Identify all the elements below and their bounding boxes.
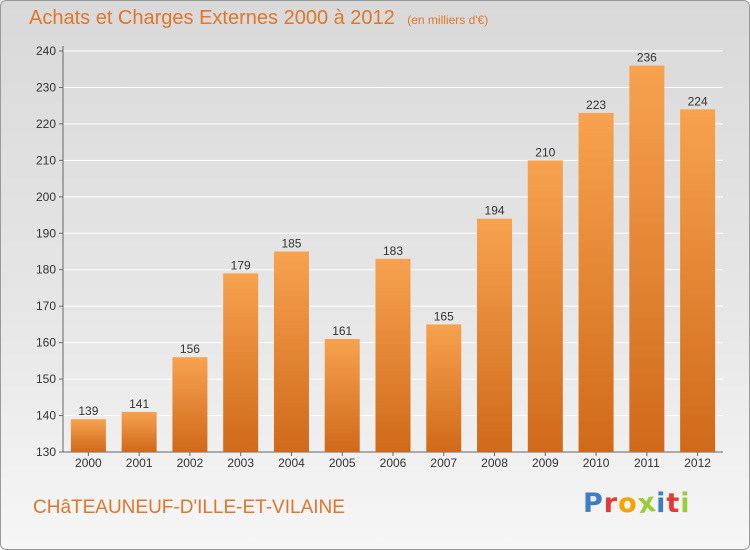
bar-value-label: 210: [535, 145, 555, 159]
city-name: CHâTEAUNEUF-D'ILLE-ET-VILAINE: [33, 497, 345, 518]
bar: [172, 357, 208, 452]
bar: [324, 338, 360, 452]
logo-letter: i: [680, 488, 691, 519]
x-tick-label: 2010: [583, 456, 610, 470]
bar: [121, 411, 157, 452]
x-tick-label: 2004: [278, 456, 305, 470]
y-tick-label: 140: [36, 409, 56, 423]
bar: [680, 109, 716, 452]
logo-letter: r: [603, 488, 619, 519]
bar-value-label: 236: [637, 51, 657, 65]
bar: [273, 251, 309, 452]
x-tick-label: 2012: [684, 456, 711, 470]
bar: [426, 324, 462, 452]
x-tick-label: 2006: [380, 456, 407, 470]
y-tick-label: 220: [36, 117, 56, 131]
bar-value-label: 141: [129, 397, 149, 411]
logo-letter: i: [656, 488, 667, 519]
chart-unit: (en milliers d'€): [407, 13, 489, 27]
bar-value-label: 161: [332, 324, 352, 338]
logo-letter: t: [666, 488, 681, 519]
logo-letter: P: [583, 488, 604, 519]
bar-value-label: 185: [281, 237, 301, 251]
bar-value-label: 194: [485, 204, 505, 218]
proxiti-logo: Proxiti: [583, 486, 691, 521]
bar-value-label: 224: [688, 94, 708, 108]
x-tick-label: 2007: [430, 456, 457, 470]
y-tick-label: 210: [36, 153, 56, 167]
bar: [629, 65, 665, 452]
bar: [70, 419, 106, 452]
bar: [477, 218, 513, 452]
bar-value-label: 156: [180, 342, 200, 356]
y-tick-label: 180: [36, 263, 56, 277]
bar-value-label: 139: [78, 404, 98, 418]
bar-value-label: 165: [434, 309, 454, 323]
x-tick-label: 2005: [329, 456, 356, 470]
x-tick-label: 2003: [227, 456, 254, 470]
x-tick-label: 2001: [126, 456, 153, 470]
bar: [375, 258, 411, 452]
x-tick-label: 2008: [481, 456, 508, 470]
x-tick-label: 2009: [532, 456, 559, 470]
y-tick-label: 240: [36, 44, 56, 58]
bar: [223, 273, 259, 452]
y-tick-label: 230: [36, 80, 56, 94]
bar-value-label: 223: [586, 98, 606, 112]
y-tick-label: 200: [36, 190, 56, 204]
bar: [578, 112, 614, 453]
chart-title: Achats et Charges Externes 2000 à 2012: [29, 7, 395, 29]
bar-value-label: 179: [231, 258, 251, 272]
y-tick-label: 130: [36, 445, 56, 459]
x-tick-label: 2011: [634, 456, 660, 470]
x-tick-label: 2002: [177, 456, 204, 470]
logo-letter: o: [618, 488, 638, 519]
y-tick-label: 190: [36, 226, 56, 240]
title-row: Achats et Charges Externes 2000 à 2012 (…: [29, 7, 488, 30]
bar: [527, 160, 563, 452]
logo-letter: x: [635, 486, 659, 521]
y-tick-label: 170: [36, 299, 56, 313]
x-tick-label: 2000: [75, 456, 102, 470]
bar-value-label: 183: [383, 244, 403, 258]
y-tick-label: 160: [36, 336, 56, 350]
y-tick-label: 150: [36, 372, 56, 386]
